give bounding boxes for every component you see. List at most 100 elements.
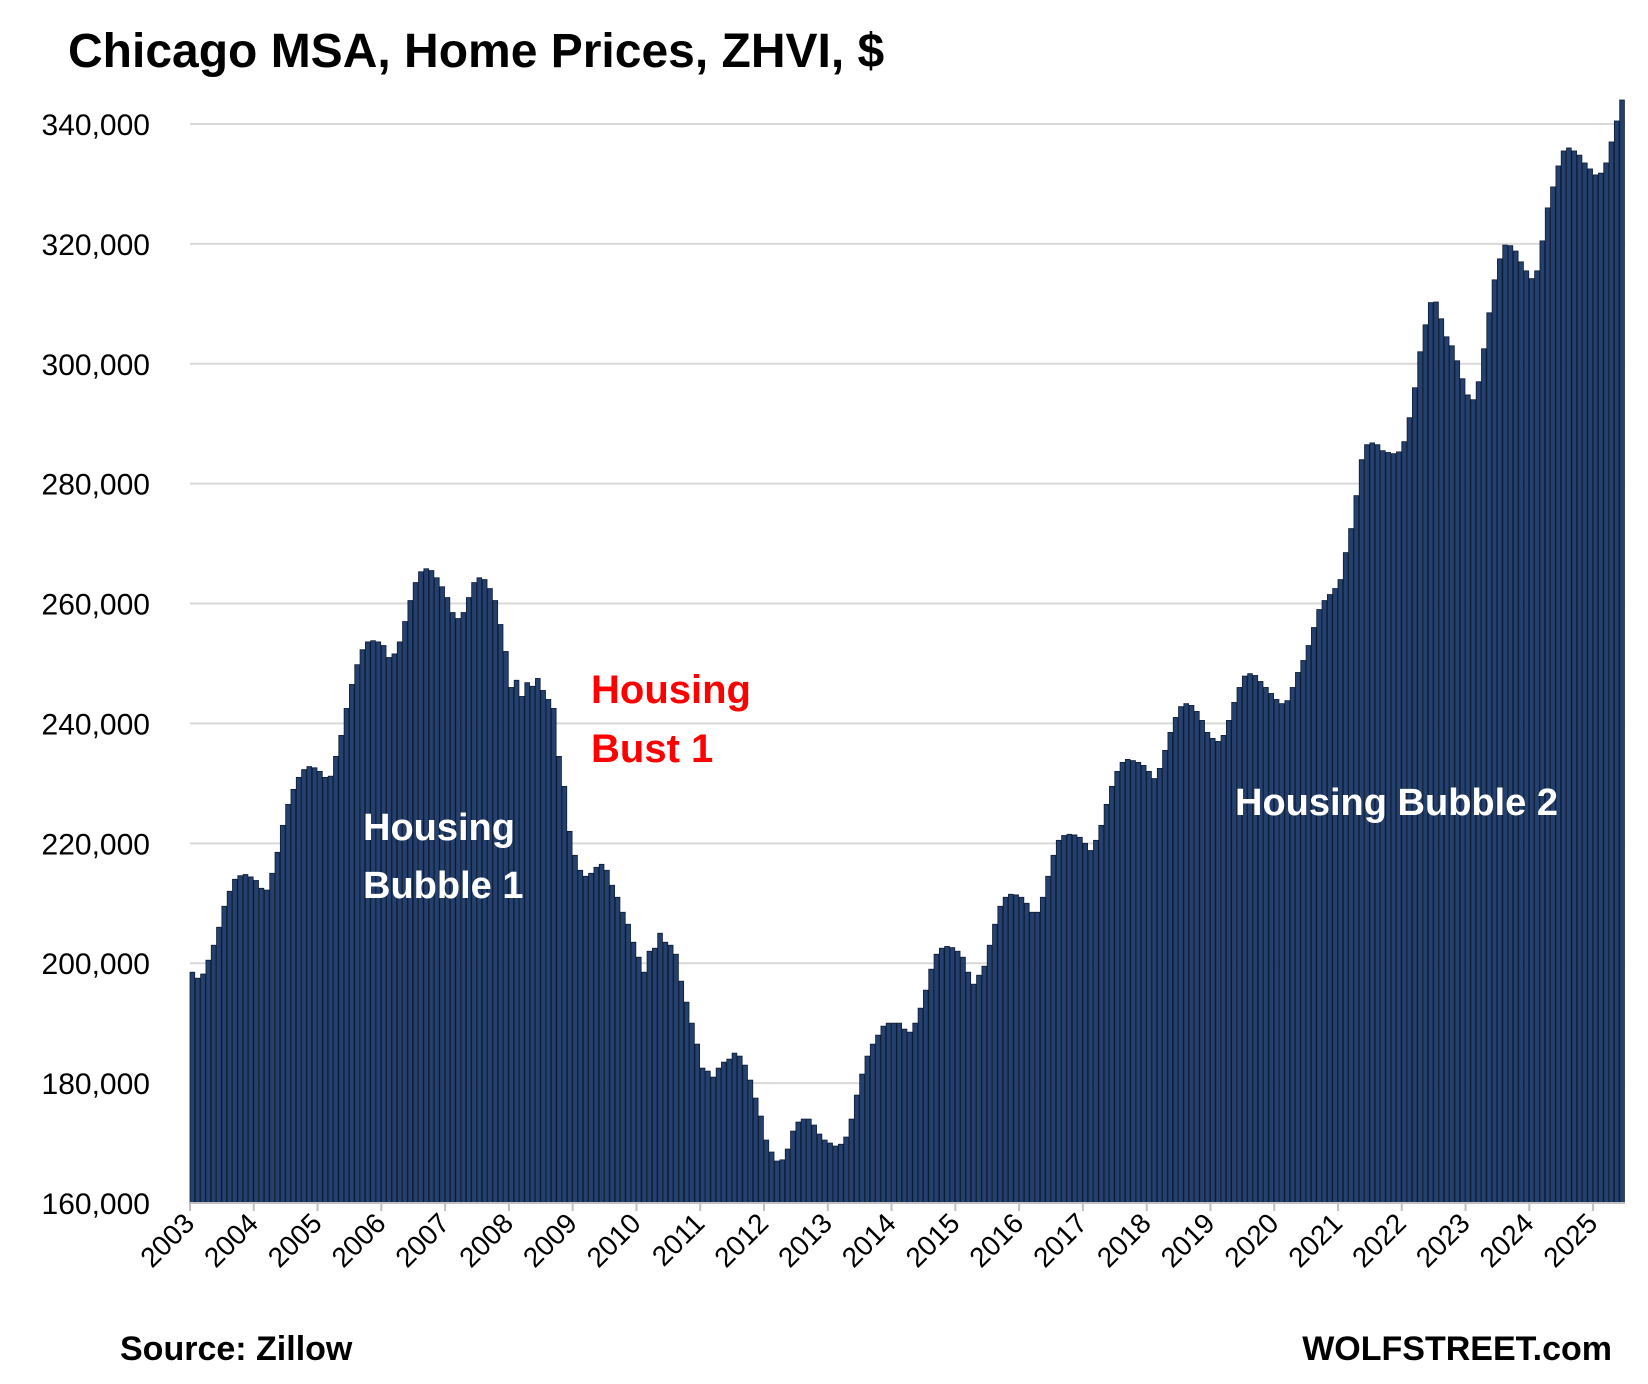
bar xyxy=(731,1052,738,1204)
bar xyxy=(827,1142,833,1204)
bar xyxy=(1422,324,1429,1204)
bar xyxy=(715,1067,722,1204)
bar xyxy=(763,1139,770,1204)
x-tick-label: 2022 xyxy=(1346,1207,1412,1273)
bar xyxy=(210,944,217,1204)
bar xyxy=(588,872,594,1204)
annotation-housing-bust-1: Housing Bust 1 xyxy=(591,668,762,771)
bar xyxy=(662,941,669,1204)
bar xyxy=(391,653,398,1204)
bar xyxy=(242,874,249,1204)
bar xyxy=(1257,681,1264,1204)
bar-series xyxy=(189,99,1625,1204)
bar xyxy=(1263,687,1269,1204)
bar xyxy=(859,1073,865,1204)
annotation-housing-bubble-1-line-2: Bubble 1 xyxy=(363,865,523,907)
bar xyxy=(1172,717,1179,1204)
bar xyxy=(1449,345,1455,1204)
bar xyxy=(189,971,196,1204)
bar xyxy=(954,950,961,1204)
brand-label: WOLFSTREET.com xyxy=(1302,1330,1612,1368)
y-tick-label: 340,000 xyxy=(42,109,150,142)
bar xyxy=(699,1067,706,1204)
bar xyxy=(455,618,461,1204)
bar xyxy=(200,973,206,1204)
bar xyxy=(1396,451,1402,1204)
bar xyxy=(986,944,993,1204)
bar xyxy=(1178,706,1184,1204)
bar xyxy=(1305,645,1312,1204)
bar xyxy=(1034,911,1041,1204)
bar xyxy=(625,923,631,1204)
bar xyxy=(349,684,355,1204)
bar xyxy=(1098,824,1104,1204)
x-tick-label: 2020 xyxy=(1218,1207,1284,1273)
chart-title: Chicago MSA, Home Prices, ZHVI, $ xyxy=(68,25,885,78)
bar xyxy=(768,1151,775,1204)
bar xyxy=(1140,765,1147,1204)
bar xyxy=(285,803,291,1204)
bar xyxy=(1194,711,1200,1204)
bar xyxy=(450,612,456,1204)
annotation-housing-bubble-2: Housing Bubble 2 xyxy=(1235,782,1558,824)
bar xyxy=(1151,778,1158,1204)
bar xyxy=(545,699,552,1204)
bar xyxy=(370,640,376,1204)
bar xyxy=(1114,770,1120,1204)
y-tick-label: 200,000 xyxy=(42,948,150,981)
bar xyxy=(1002,896,1009,1204)
bar xyxy=(1380,450,1386,1204)
bar xyxy=(1061,835,1067,1204)
bar xyxy=(1236,687,1243,1204)
bar xyxy=(364,641,371,1204)
bar xyxy=(1109,785,1115,1204)
bar xyxy=(1342,552,1349,1204)
bar xyxy=(673,953,679,1204)
bar xyxy=(1215,741,1221,1204)
bar xyxy=(237,875,243,1204)
bar xyxy=(274,851,281,1204)
bar xyxy=(1268,693,1275,1204)
bar xyxy=(742,1064,748,1204)
bar xyxy=(1050,854,1057,1204)
bar xyxy=(582,875,589,1204)
x-tick-label: 2014 xyxy=(836,1207,902,1273)
bar xyxy=(551,708,557,1204)
bar xyxy=(1024,902,1030,1204)
bar xyxy=(301,769,307,1204)
bar xyxy=(1539,240,1546,1204)
bar xyxy=(1587,168,1593,1204)
bar xyxy=(1502,244,1508,1204)
bar xyxy=(327,775,334,1204)
x-tick-label: 2023 xyxy=(1410,1207,1476,1273)
y-tick-label: 260,000 xyxy=(42,589,150,622)
bar xyxy=(646,950,653,1204)
bar xyxy=(1417,351,1423,1204)
bar xyxy=(1348,528,1354,1204)
x-tick-label: 2011 xyxy=(646,1207,711,1272)
bar xyxy=(1279,703,1285,1204)
bar xyxy=(1273,699,1280,1204)
bar xyxy=(1066,833,1073,1204)
bar xyxy=(774,1160,780,1204)
bar xyxy=(1130,760,1136,1204)
bar xyxy=(614,896,621,1204)
bar xyxy=(896,1022,902,1204)
y-tick-label: 300,000 xyxy=(42,349,150,382)
bar xyxy=(949,947,956,1204)
annotation-housing-bubble-1: Housing Bubble 1 xyxy=(363,807,526,907)
bar xyxy=(970,983,977,1204)
bar xyxy=(1491,279,1498,1204)
bar xyxy=(869,1043,876,1204)
bar xyxy=(258,887,265,1204)
bar xyxy=(683,1001,690,1204)
bar xyxy=(689,1022,695,1204)
y-axis-ticks: 160,000 180,000 200,000 220,000 240,000 260,0… xyxy=(42,109,150,1221)
bar xyxy=(997,905,1003,1204)
bar xyxy=(1013,894,1019,1204)
x-tick-label: 2008 xyxy=(453,1207,519,1273)
bar xyxy=(678,980,685,1204)
bar xyxy=(1433,301,1439,1204)
bar xyxy=(609,884,615,1204)
